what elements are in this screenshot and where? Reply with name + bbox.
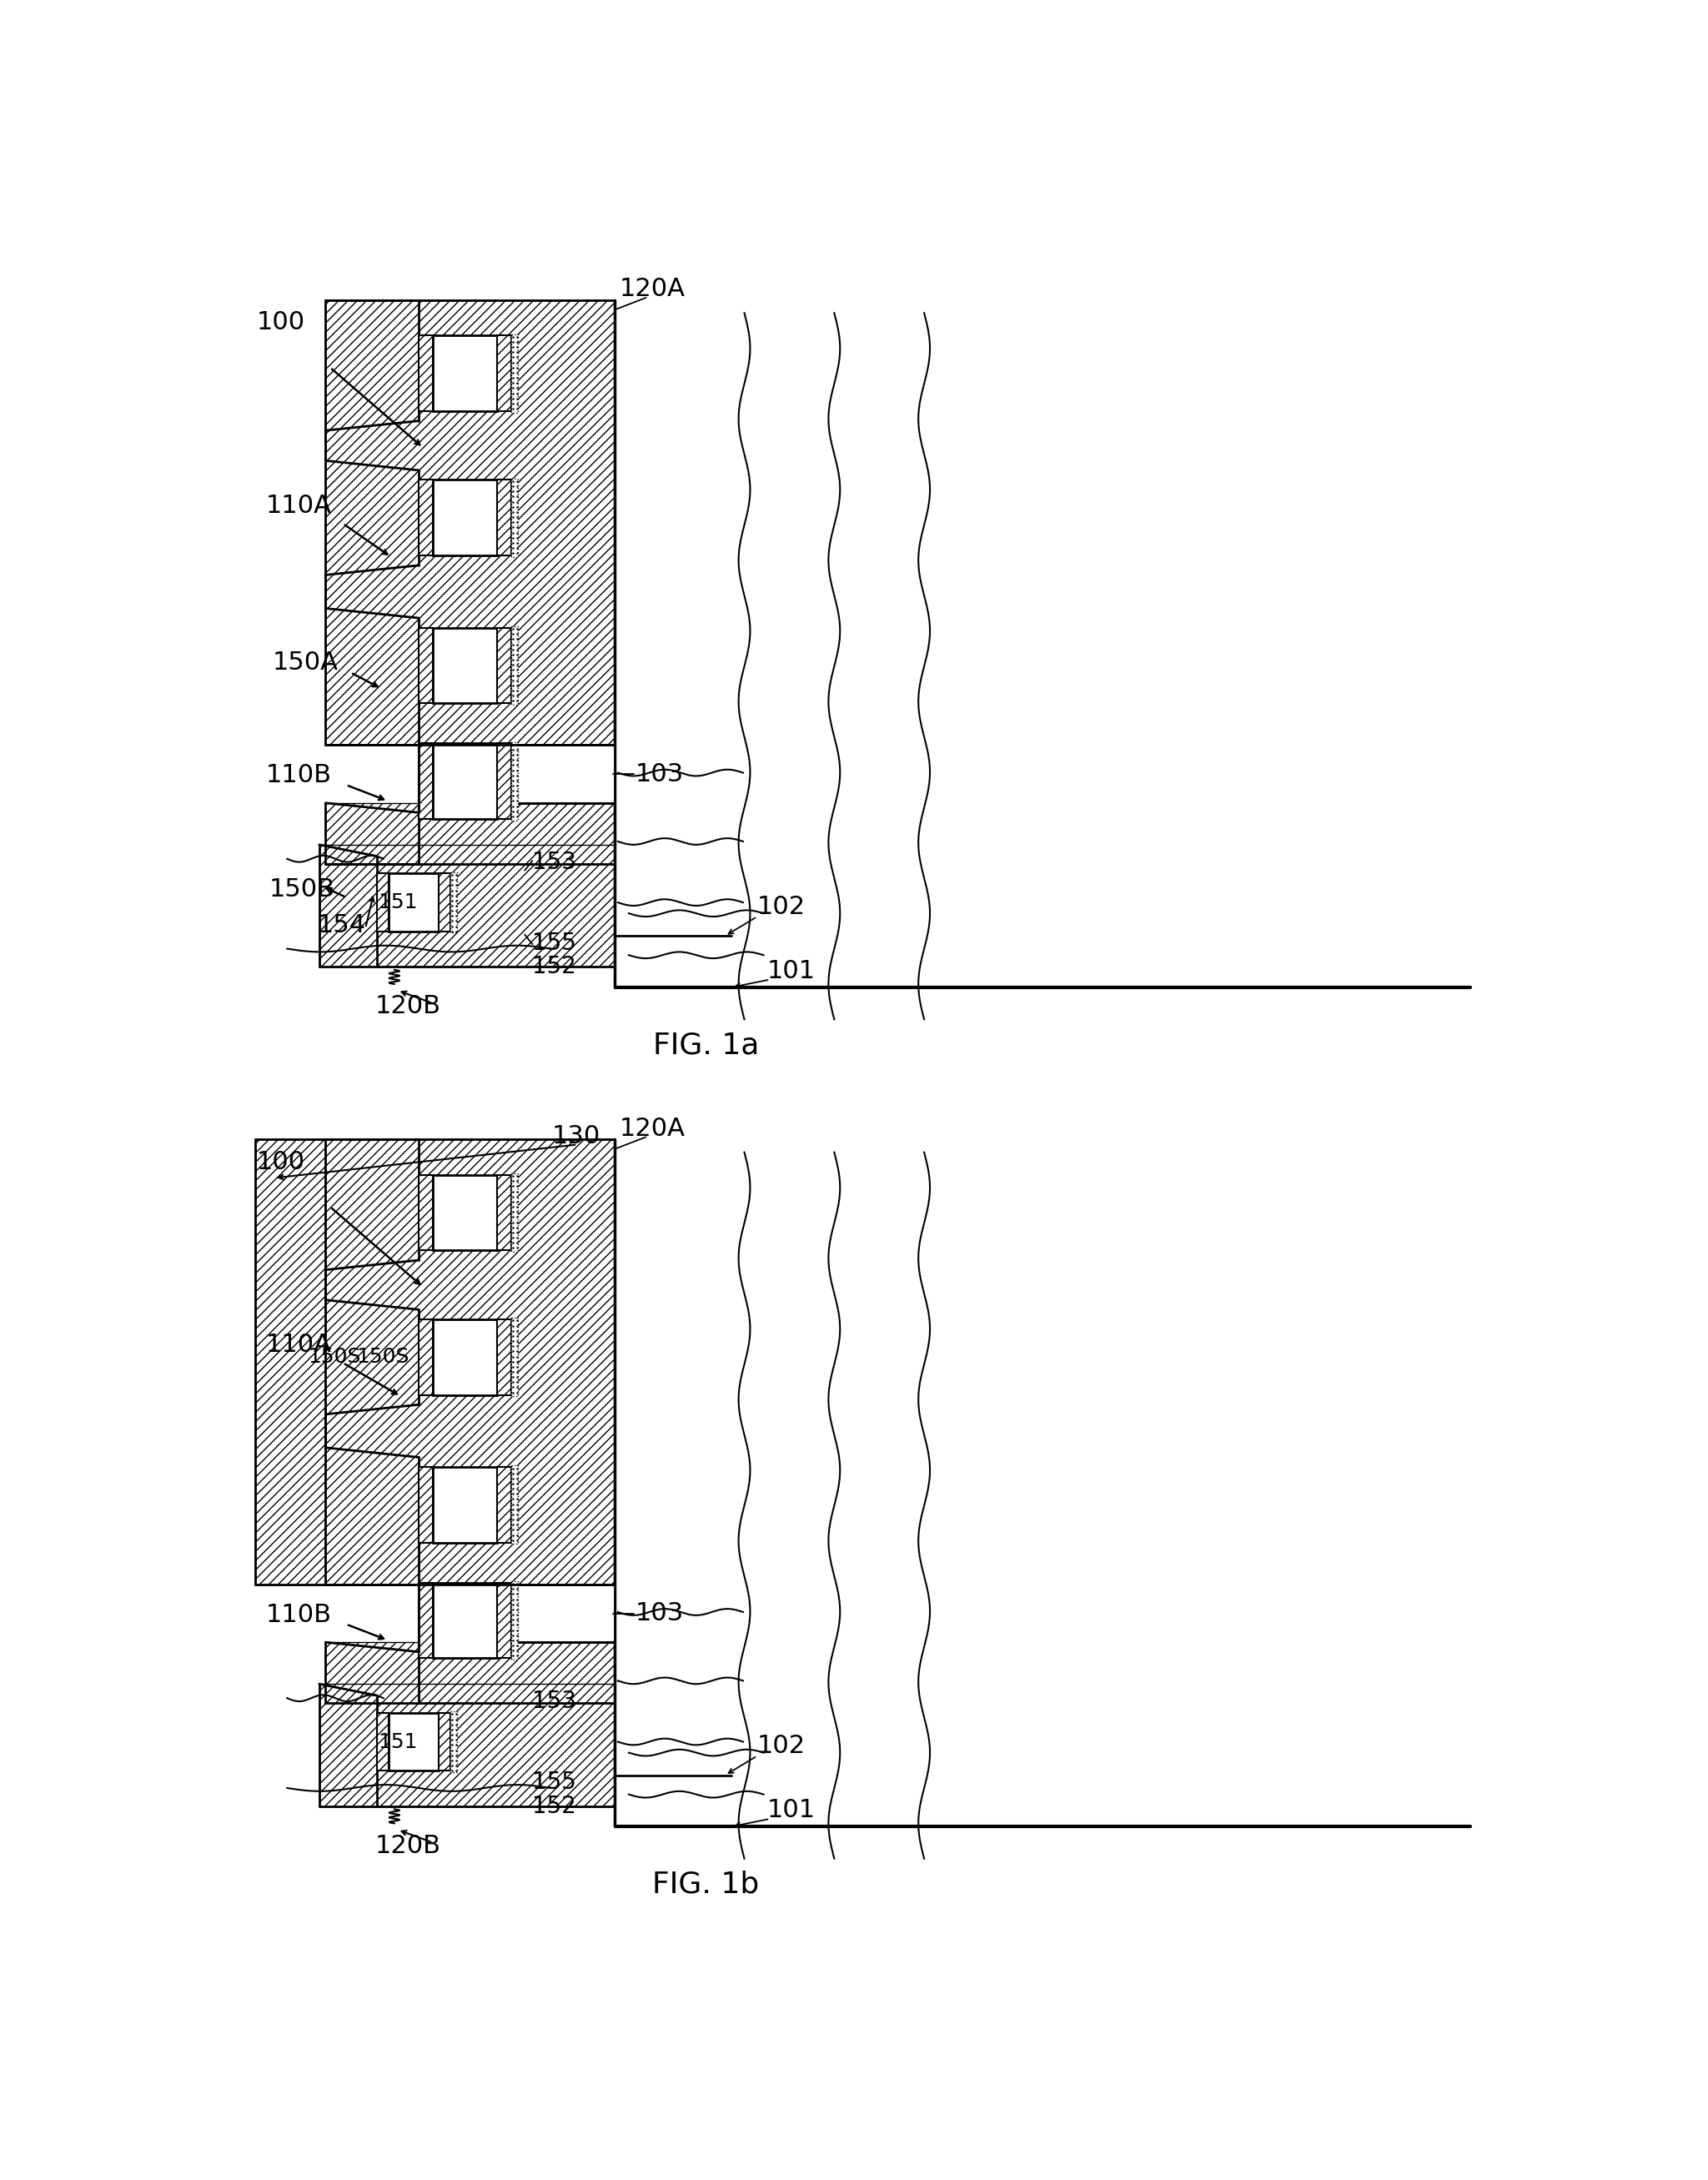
Bar xyxy=(319,844,615,966)
Text: 120B: 120B xyxy=(376,1833,441,1857)
Text: 101: 101 xyxy=(767,959,815,983)
Bar xyxy=(432,1175,497,1251)
Bar xyxy=(377,874,389,931)
Text: 100: 100 xyxy=(256,1149,304,1175)
Bar xyxy=(432,628,497,704)
Text: 130: 130 xyxy=(552,1125,600,1149)
Text: 150A: 150A xyxy=(272,652,338,676)
Bar xyxy=(418,336,432,412)
Text: 103: 103 xyxy=(635,763,683,787)
Text: 155: 155 xyxy=(533,1770,577,1794)
Bar xyxy=(511,1465,518,1543)
Bar xyxy=(463,746,615,802)
Bar xyxy=(418,1175,432,1251)
Text: 120A: 120A xyxy=(618,1116,685,1140)
Text: 150S: 150S xyxy=(357,1347,410,1367)
Text: 120B: 120B xyxy=(376,994,441,1018)
Bar xyxy=(418,628,432,704)
Bar xyxy=(389,1713,439,1770)
Bar xyxy=(451,1711,456,1772)
Text: 102: 102 xyxy=(757,1733,806,1759)
Bar xyxy=(432,743,497,820)
Text: 110B: 110B xyxy=(266,763,331,787)
Text: 100: 100 xyxy=(256,310,304,336)
Bar xyxy=(432,336,497,412)
Bar xyxy=(511,626,518,704)
Bar xyxy=(418,1583,432,1659)
Text: 153: 153 xyxy=(533,1690,577,1713)
Text: 151: 151 xyxy=(379,892,418,913)
Bar xyxy=(497,480,511,556)
Bar xyxy=(497,1583,511,1659)
Bar xyxy=(326,301,615,746)
Bar xyxy=(439,874,451,931)
Bar xyxy=(418,480,432,556)
Bar xyxy=(511,1580,518,1659)
Text: FIG. 1b: FIG. 1b xyxy=(652,1870,760,1899)
Bar xyxy=(511,741,518,820)
Bar xyxy=(463,1585,615,1642)
Text: FIG. 1a: FIG. 1a xyxy=(652,1031,758,1059)
Text: 150B: 150B xyxy=(270,879,335,903)
Text: 153: 153 xyxy=(533,850,577,874)
Text: 155: 155 xyxy=(533,931,577,955)
Text: 101: 101 xyxy=(767,1798,815,1822)
Text: 150S: 150S xyxy=(307,1347,360,1367)
Bar xyxy=(511,334,518,412)
Text: 152: 152 xyxy=(533,1794,577,1818)
Text: 151: 151 xyxy=(379,1731,418,1753)
Bar xyxy=(326,802,615,863)
Bar xyxy=(254,1140,326,1585)
Bar xyxy=(377,1713,389,1770)
Bar xyxy=(511,1173,518,1251)
Text: 110A: 110A xyxy=(266,1332,331,1356)
Bar xyxy=(497,1467,511,1543)
Bar xyxy=(319,1683,615,1805)
Text: 152: 152 xyxy=(533,955,577,979)
Bar xyxy=(451,872,456,933)
Bar xyxy=(418,1319,432,1395)
Bar xyxy=(418,1467,432,1543)
Bar xyxy=(432,1583,497,1659)
Bar xyxy=(511,1319,518,1397)
Bar xyxy=(511,480,518,558)
Text: 110B: 110B xyxy=(266,1602,331,1626)
Bar xyxy=(326,1140,615,1585)
Bar xyxy=(439,1713,451,1770)
Bar xyxy=(432,1467,497,1543)
Bar xyxy=(326,1642,615,1703)
Bar xyxy=(497,336,511,412)
Text: 103: 103 xyxy=(635,1602,683,1626)
Text: 102: 102 xyxy=(757,894,806,920)
Bar xyxy=(432,1319,497,1395)
Bar xyxy=(497,628,511,704)
Bar xyxy=(497,1319,511,1395)
Bar xyxy=(389,874,439,931)
Bar xyxy=(418,743,432,820)
Text: 110A: 110A xyxy=(266,493,331,517)
Bar xyxy=(497,743,511,820)
Text: 154: 154 xyxy=(318,913,366,937)
Bar xyxy=(497,1175,511,1251)
Bar xyxy=(432,480,497,556)
Text: 120A: 120A xyxy=(618,277,685,301)
